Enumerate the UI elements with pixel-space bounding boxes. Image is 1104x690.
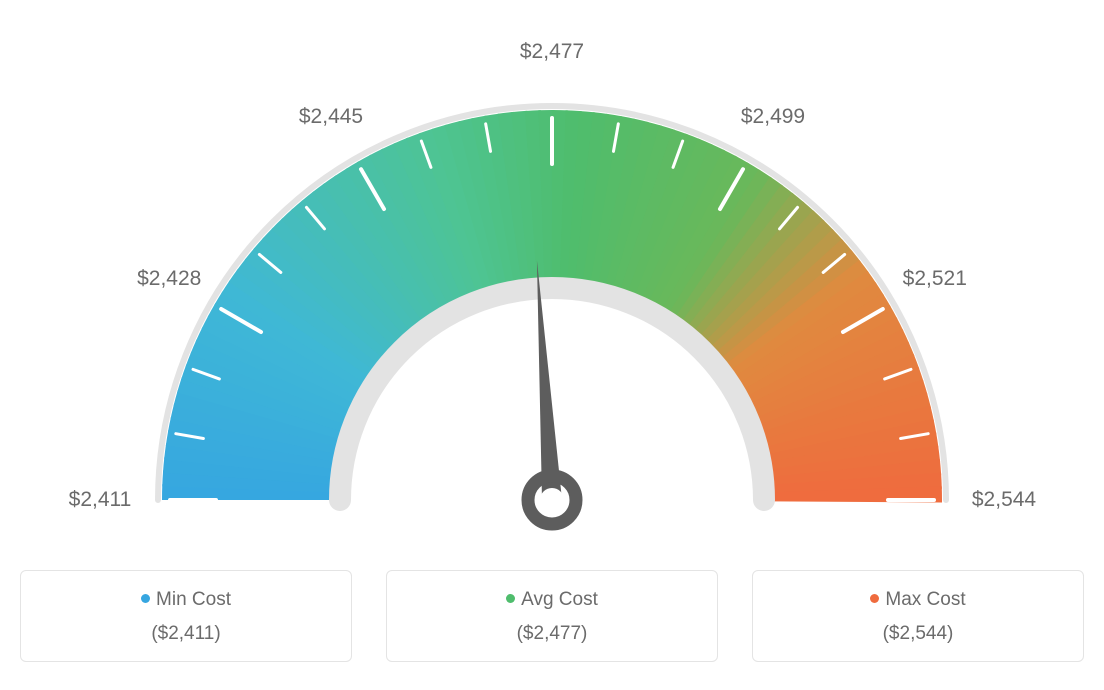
legend-title-text-min: Min Cost: [156, 589, 231, 610]
legend-title-text-avg: Avg Cost: [521, 589, 598, 610]
legend-card-avg: Avg Cost ($2,477): [386, 570, 718, 662]
gauge-area: $2,411 $2,428 $2,445 $2,477 $2,499 $2,521 $2,5…: [20, 20, 1084, 560]
cost-gauge-chart: $2,411 $2,428 $2,445 $2,477 $2,499 $2,521 $2,5…: [20, 20, 1084, 662]
legend-dot-min: [141, 594, 150, 603]
legend-title-max: Max Cost: [763, 589, 1073, 611]
gauge-tick-label: $2,428: [137, 267, 201, 291]
legend-value-avg: ($2,477): [397, 623, 707, 645]
gauge-tick-label: $2,477: [520, 40, 584, 64]
legend-dot-max: [870, 594, 879, 603]
legend-value-min: ($2,411): [31, 623, 341, 645]
legend-card-max: Max Cost ($2,544): [752, 570, 1084, 662]
gauge-tick-label: $2,411: [69, 488, 132, 512]
legend-dot-avg: [506, 594, 515, 603]
legend-value-max: ($2,544): [763, 623, 1073, 645]
gauge-tick-label: $2,544: [972, 488, 1036, 512]
gauge-tick-label: $2,521: [903, 267, 967, 291]
gauge-tick-label: $2,499: [741, 105, 805, 129]
legend-title-avg: Avg Cost: [397, 589, 707, 611]
legend-card-min: Min Cost ($2,411): [20, 570, 352, 662]
gauge-tick-label: $2,445: [299, 105, 363, 129]
legend-title-text-max: Max Cost: [885, 589, 965, 610]
legend-title-min: Min Cost: [31, 589, 341, 611]
legend-row: Min Cost ($2,411) Avg Cost ($2,477) Max …: [20, 570, 1084, 662]
